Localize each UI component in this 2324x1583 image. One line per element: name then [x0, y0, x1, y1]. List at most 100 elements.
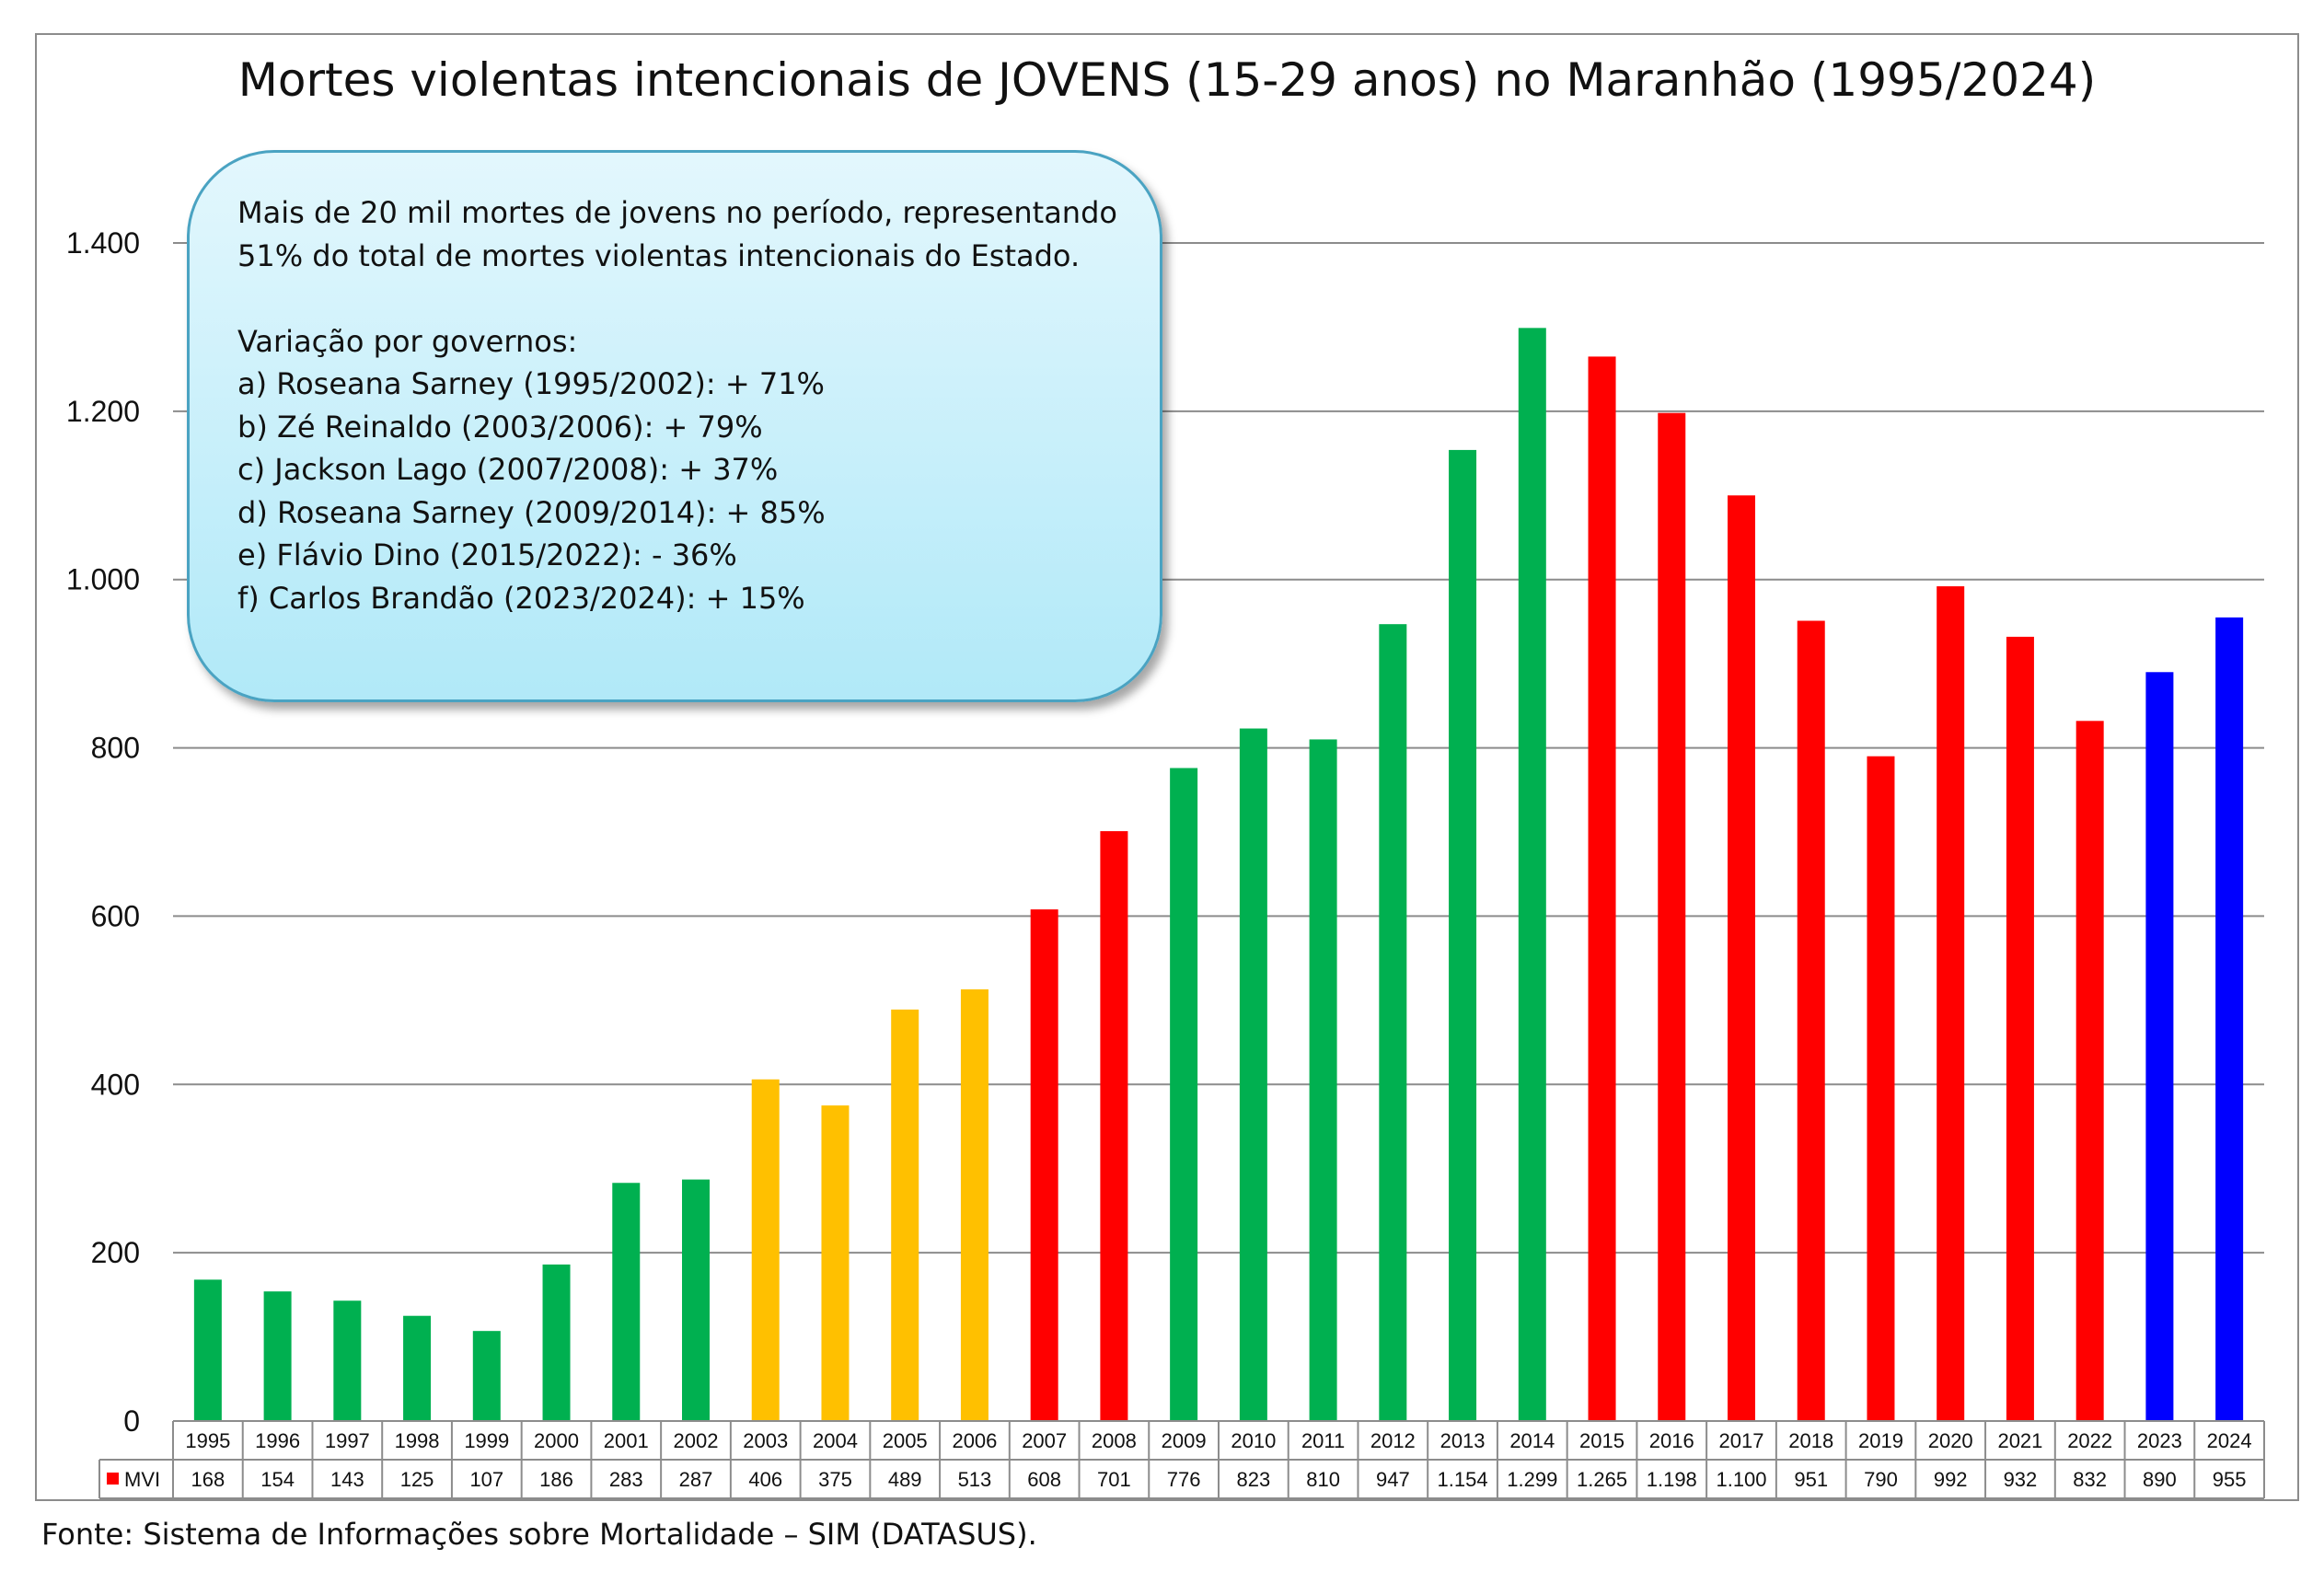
- y-tick-label: 0: [123, 1404, 140, 1438]
- x-tick-label: 1996: [255, 1429, 300, 1452]
- data-label: 955: [2213, 1468, 2247, 1491]
- bar: [1239, 728, 1267, 1421]
- y-tick-label: 1.000: [66, 563, 140, 596]
- data-label: 154: [260, 1468, 295, 1491]
- data-label: 513: [958, 1468, 992, 1491]
- data-label: 701: [1097, 1468, 1131, 1491]
- bar: [542, 1264, 571, 1421]
- annotation-callout: Mais de 20 mil mortes de jovens no perío…: [187, 150, 1162, 702]
- x-tick-label: 2013: [1440, 1429, 1486, 1452]
- y-tick-label: 200: [91, 1236, 140, 1269]
- bar: [472, 1331, 501, 1421]
- bar: [1030, 909, 1058, 1421]
- bar: [1379, 624, 1407, 1421]
- bar: [1100, 831, 1128, 1421]
- bar: [263, 1291, 292, 1421]
- bar: [1170, 768, 1198, 1421]
- data-label: 375: [818, 1468, 852, 1491]
- data-label: 287: [679, 1468, 713, 1491]
- x-tick-label: 1995: [185, 1429, 230, 1452]
- bar: [193, 1279, 222, 1421]
- y-tick-label: 800: [91, 732, 140, 765]
- data-label: 107: [469, 1468, 503, 1491]
- x-tick-label: 2015: [1579, 1429, 1624, 1452]
- bar: [2075, 721, 2104, 1421]
- x-tick-label: 2022: [2067, 1429, 2112, 1452]
- x-tick-label: 2011: [1301, 1429, 1345, 1452]
- annotation-line: d) Roseana Sarney (2009/2014): + 85%: [237, 494, 826, 530]
- x-tick-label: 1997: [325, 1429, 370, 1452]
- bar: [891, 1009, 919, 1421]
- data-label: 790: [1864, 1468, 1898, 1491]
- data-label: 823: [1237, 1468, 1271, 1491]
- x-tick-label: 2020: [1928, 1429, 1973, 1452]
- y-tick-label: 1.400: [66, 226, 140, 260]
- x-tick-label: 2006: [952, 1429, 997, 1452]
- x-tick-label: 1998: [395, 1429, 440, 1452]
- data-label: 186: [539, 1468, 573, 1491]
- bar: [960, 988, 989, 1421]
- x-tick-label: 2008: [1092, 1429, 1137, 1452]
- annotation-line: [237, 277, 1123, 320]
- annotation-line: c) Jackson Lago (2007/2008): + 37%: [237, 452, 779, 487]
- data-label: 125: [400, 1468, 434, 1491]
- data-label: 832: [2073, 1468, 2107, 1491]
- data-label: 776: [1167, 1468, 1201, 1491]
- x-tick-label: 2005: [883, 1429, 928, 1452]
- bar: [682, 1179, 710, 1421]
- source-note: Fonte: Sistema de Informações sobre Mort…: [41, 1517, 1037, 1552]
- bar: [821, 1105, 850, 1421]
- x-tick-label: 2007: [1022, 1429, 1067, 1452]
- data-label: 951: [1794, 1468, 1828, 1491]
- data-label: 1.198: [1647, 1468, 1697, 1491]
- x-tick-label: 2004: [813, 1429, 858, 1452]
- x-tick-label: 2014: [1509, 1429, 1555, 1452]
- bar: [2006, 636, 2034, 1421]
- x-tick-label: 2002: [674, 1429, 719, 1452]
- data-label: 1.299: [1507, 1468, 1557, 1491]
- data-label: 1.265: [1577, 1468, 1627, 1491]
- x-tick-label: 2009: [1162, 1429, 1207, 1452]
- bar: [2215, 617, 2244, 1421]
- data-label: 890: [2143, 1468, 2177, 1491]
- bar: [1518, 328, 1546, 1421]
- bar: [1797, 620, 1825, 1421]
- bar: [333, 1300, 362, 1421]
- data-label: 489: [888, 1468, 922, 1491]
- data-label: 608: [1027, 1468, 1061, 1491]
- x-tick-label: 2000: [534, 1429, 579, 1452]
- x-tick-label: 2019: [1858, 1429, 1903, 1452]
- x-tick-label: 2003: [743, 1429, 788, 1452]
- bar: [2145, 672, 2174, 1421]
- data-label: 932: [2004, 1468, 2038, 1491]
- annotation-line: 51% do total de mortes violentas intenci…: [237, 237, 1081, 273]
- data-label: 168: [191, 1468, 225, 1491]
- data-label: 1.100: [1716, 1468, 1766, 1491]
- x-tick-label: 2012: [1370, 1429, 1416, 1452]
- data-label: 406: [748, 1468, 782, 1491]
- data-label: 810: [1306, 1468, 1340, 1491]
- bar: [1658, 412, 1686, 1422]
- legend-swatch: [107, 1473, 119, 1485]
- x-tick-label: 2021: [1997, 1429, 2042, 1452]
- bar: [612, 1183, 641, 1421]
- annotation-line: e) Flávio Dino (2015/2022): - 36%: [237, 537, 737, 572]
- data-label: 947: [1376, 1468, 1410, 1491]
- y-tick-label: 400: [91, 1068, 140, 1101]
- bar: [1588, 356, 1616, 1421]
- data-label: 1.154: [1438, 1468, 1488, 1491]
- y-tick-label: 600: [91, 899, 140, 932]
- chart-title: Mortes violentas intencionais de JOVENS …: [237, 53, 2097, 107]
- data-label: 992: [1934, 1468, 1968, 1491]
- x-tick-label: 2017: [1719, 1429, 1764, 1452]
- x-tick-label: 2024: [2207, 1429, 2252, 1452]
- annotation-line: f) Carlos Brandão (2023/2024): + 15%: [237, 580, 805, 616]
- data-label: 283: [609, 1468, 643, 1491]
- bar: [1449, 449, 1477, 1421]
- bar: [1937, 586, 1965, 1421]
- bar: [403, 1315, 432, 1421]
- x-tick-label: 2001: [604, 1429, 649, 1452]
- x-tick-label: 2023: [2137, 1429, 2182, 1452]
- x-tick-label: 2010: [1231, 1429, 1276, 1452]
